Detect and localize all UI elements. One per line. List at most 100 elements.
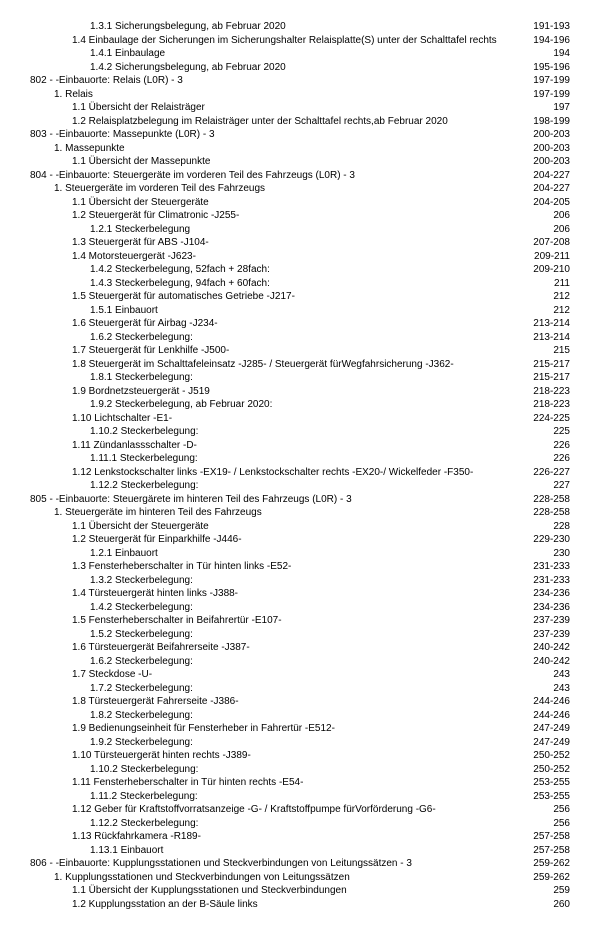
toc-row: 1.9 Bordnetzsteuergerät - J519218-223 bbox=[30, 385, 570, 399]
toc-row: 1.1 Übersicht der Steuergeräte204-205 bbox=[30, 196, 570, 210]
toc-page: 197 bbox=[545, 101, 570, 115]
toc-label: 1.4.2 Steckerbelegung: bbox=[30, 601, 525, 615]
toc-row: 1.8 Steuergerät im Schalttafeleinsatz -J… bbox=[30, 358, 570, 372]
toc-page: 237-239 bbox=[525, 628, 570, 642]
toc-label: 804 - -Einbauorte: Steuergeräte im vorde… bbox=[30, 169, 525, 183]
toc-row: 1.9.2 Steckerbelegung:247-249 bbox=[30, 736, 570, 750]
toc-page: 215-217 bbox=[525, 371, 570, 385]
toc-page: 243 bbox=[545, 682, 570, 696]
toc-label: 1.7 Steckdose -U- bbox=[30, 668, 545, 682]
toc-row: 1.2 Steuergerät für Einparkhilfe -J446-2… bbox=[30, 533, 570, 547]
toc-page: 212 bbox=[545, 290, 570, 304]
toc-row: 1.8.2 Steckerbelegung:244-246 bbox=[30, 709, 570, 723]
toc-row: 1.10 Türsteuergerät hinten rechts -J389-… bbox=[30, 749, 570, 763]
toc-row: 1.7 Steckdose -U-243 bbox=[30, 668, 570, 682]
toc-label: 1.10 Türsteuergerät hinten rechts -J389- bbox=[30, 749, 525, 763]
toc-row: 1.12 Geber für Kraftstoffvorratsanzeige … bbox=[30, 803, 570, 817]
toc-page: 200-203 bbox=[525, 128, 570, 142]
toc-page: 226 bbox=[545, 439, 570, 453]
toc-page: 229-230 bbox=[525, 533, 570, 547]
toc-label: 1.8 Steuergerät im Schalttafeleinsatz -J… bbox=[30, 358, 525, 372]
toc-page: 231-233 bbox=[525, 574, 570, 588]
toc-page: 197-199 bbox=[525, 88, 570, 102]
toc-row: 1.6.2 Steckerbelegung:213-214 bbox=[30, 331, 570, 345]
toc-label: 1.1 Übersicht der Massepunkte bbox=[30, 155, 525, 169]
toc-label: 1. Relais bbox=[30, 88, 525, 102]
toc-label: 1.8.2 Steckerbelegung: bbox=[30, 709, 525, 723]
toc-page: 198-199 bbox=[525, 115, 570, 129]
toc-label: 1.8 Türsteuergerät Fahrerseite -J386- bbox=[30, 695, 525, 709]
toc-row: 1.13 Rückfahrkamera -R189-257-258 bbox=[30, 830, 570, 844]
toc-row: 1.4.2 Steckerbelegung:234-236 bbox=[30, 601, 570, 615]
toc-page: 194-196 bbox=[525, 34, 570, 48]
toc-label: 1.1 Übersicht der Steuergeräte bbox=[30, 196, 525, 210]
toc-label: 805 - -Einbauorte: Steuergärete im hinte… bbox=[30, 493, 525, 507]
toc-row: 1. Steuergeräte im vorderen Teil des Fah… bbox=[30, 182, 570, 196]
toc-page: 231-233 bbox=[525, 560, 570, 574]
toc-label: 1.9.2 Steckerbelegung, ab Februar 2020: bbox=[30, 398, 525, 412]
toc-label: 1.4.1 Einbaulage bbox=[30, 47, 545, 61]
toc-row: 1. Massepunkte200-203 bbox=[30, 142, 570, 156]
toc-label: 802 - -Einbauorte: Relais (L0R) - 3 bbox=[30, 74, 525, 88]
toc-row: 1.2.1 Steckerbelegung206 bbox=[30, 223, 570, 237]
toc-label: 1.4.3 Steckerbelegung, 94fach + 60fach: bbox=[30, 277, 546, 291]
toc-label: 1.2.1 Einbauort bbox=[30, 547, 545, 561]
toc-label: 1.2 Relaisplatzbelegung im Relaisträger … bbox=[30, 115, 525, 129]
toc-label: 1.5 Fensterheberschalter in Beifahrertür… bbox=[30, 614, 525, 628]
toc-row: 1.4 Türsteuergerät hinten links -J388-23… bbox=[30, 587, 570, 601]
toc-row: 1.8 Türsteuergerät Fahrerseite -J386-244… bbox=[30, 695, 570, 709]
toc-label: 1.12.2 Steckerbelegung: bbox=[30, 479, 545, 493]
toc-row: 1.2.1 Einbauort230 bbox=[30, 547, 570, 561]
toc-label: 1.5.1 Einbauort bbox=[30, 304, 545, 318]
toc-label: 1.4 Motorsteuergerät -J623- bbox=[30, 250, 526, 264]
toc-page: 237-239 bbox=[525, 614, 570, 628]
toc-row: 1. Steuergeräte im hinteren Teil des Fah… bbox=[30, 506, 570, 520]
toc-row: 1.10 Lichtschalter -E1-224-225 bbox=[30, 412, 570, 426]
toc-label: 1.12 Lenkstockschalter links -EX19- / Le… bbox=[30, 466, 525, 480]
toc-row: 1.11 Zündanlassschalter -D-226 bbox=[30, 439, 570, 453]
toc-row: 1.1 Übersicht der Relaisträger197 bbox=[30, 101, 570, 115]
toc-page: 234-236 bbox=[525, 601, 570, 615]
toc-page: 206 bbox=[545, 223, 570, 237]
toc-page: 213-214 bbox=[525, 317, 570, 331]
toc-label: 1.1 Übersicht der Relaisträger bbox=[30, 101, 545, 115]
toc-label: 1.1 Übersicht der Kupplungsstationen und… bbox=[30, 884, 545, 898]
toc-label: 1.6 Türsteuergerät Beifahrerseite -J387- bbox=[30, 641, 525, 655]
toc-row: 1.11.2 Steckerbelegung:253-255 bbox=[30, 790, 570, 804]
toc-page: 218-223 bbox=[525, 398, 570, 412]
toc-page: 204-205 bbox=[525, 196, 570, 210]
toc-page: 228-258 bbox=[525, 493, 570, 507]
toc-page: 194 bbox=[545, 47, 570, 61]
toc-page: 200-203 bbox=[525, 142, 570, 156]
toc-label: 806 - -Einbauorte: Kupplungsstationen un… bbox=[30, 857, 525, 871]
toc-row: 1.10.2 Steckerbelegung:250-252 bbox=[30, 763, 570, 777]
toc-label: 1.2 Kupplungsstation an der B-Säule link… bbox=[30, 898, 545, 912]
toc-label: 1.13 Rückfahrkamera -R189- bbox=[30, 830, 525, 844]
toc-page: 200-203 bbox=[525, 155, 570, 169]
toc-row: 1.5.2 Steckerbelegung:237-239 bbox=[30, 628, 570, 642]
toc-row: 1.2 Kupplungsstation an der B-Säule link… bbox=[30, 898, 570, 912]
toc-label: 1.4.2 Sicherungsbelegung, ab Februar 202… bbox=[30, 61, 525, 75]
toc-label: 1.4 Türsteuergerät hinten links -J388- bbox=[30, 587, 525, 601]
toc-label: 803 - -Einbauorte: Massepunkte (L0R) - 3 bbox=[30, 128, 525, 142]
toc-page: 206 bbox=[545, 209, 570, 223]
toc-row: 1.4.3 Steckerbelegung, 94fach + 60fach:2… bbox=[30, 277, 570, 291]
toc-label: 1.11 Zündanlassschalter -D- bbox=[30, 439, 545, 453]
toc-label: 1.5 Steuergerät für automatisches Getrie… bbox=[30, 290, 545, 304]
toc-row: 1.4.1 Einbaulage194 bbox=[30, 47, 570, 61]
toc-page: 253-255 bbox=[525, 776, 570, 790]
toc-page: 244-246 bbox=[525, 709, 570, 723]
toc-row: 1.7 Steuergerät für Lenkhilfe -J500-215 bbox=[30, 344, 570, 358]
toc-label: 1.10.2 Steckerbelegung: bbox=[30, 425, 545, 439]
toc-label: 1.7.2 Steckerbelegung: bbox=[30, 682, 545, 696]
toc-page: 213-214 bbox=[525, 331, 570, 345]
table-of-contents: 1.3.1 Sicherungsbelegung, ab Februar 202… bbox=[30, 20, 570, 911]
toc-page: 259-262 bbox=[525, 857, 570, 871]
toc-label: 1.9 Bedienungseinheit für Fensterheber i… bbox=[30, 722, 525, 736]
toc-row: 1.12.2 Steckerbelegung:227 bbox=[30, 479, 570, 493]
toc-label: 1.6.2 Steckerbelegung: bbox=[30, 655, 525, 669]
toc-row: 1.3 Steuergerät für ABS -J104-207-208 bbox=[30, 236, 570, 250]
toc-label: 1.10.2 Steckerbelegung: bbox=[30, 763, 525, 777]
toc-row: 1.1 Übersicht der Massepunkte200-203 bbox=[30, 155, 570, 169]
toc-page: 225 bbox=[545, 425, 570, 439]
